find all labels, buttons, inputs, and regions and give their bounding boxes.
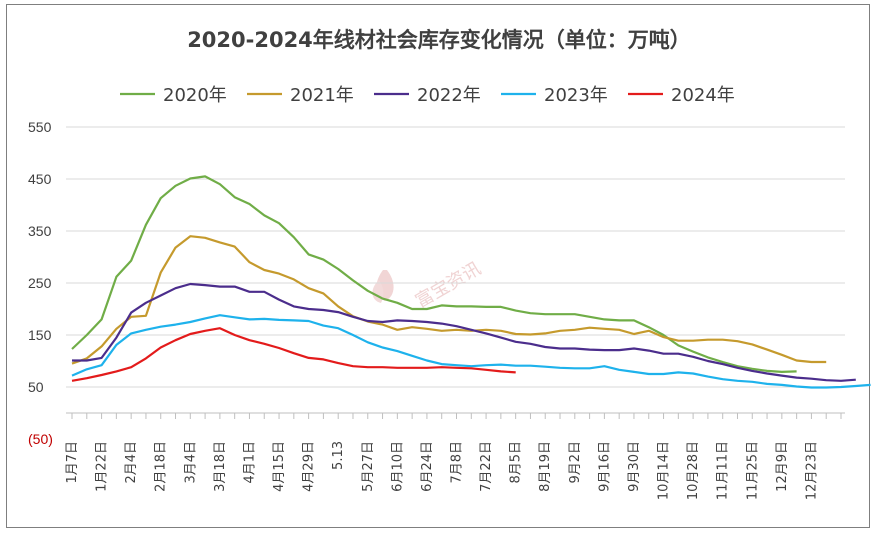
legend-label: 2024年 bbox=[671, 85, 735, 106]
legend-item: 2020年 bbox=[120, 85, 227, 106]
y-tick-label: (50) bbox=[28, 431, 53, 447]
chart-svg: 2020-2024年线材社会库存变化情况（单位：万吨） 富宝资讯 550 450 3… bbox=[28, 28, 871, 500]
legend-label: 2023年 bbox=[544, 85, 608, 106]
x-tick-label: 3月4日 bbox=[183, 441, 198, 484]
x-tick-label: 12月23日 bbox=[804, 441, 819, 500]
x-tick-label: 4月29日 bbox=[302, 441, 317, 492]
y-tick-label: 550 bbox=[28, 119, 52, 135]
legend-label: 2022年 bbox=[417, 85, 481, 106]
y-tick-label: 350 bbox=[28, 223, 52, 239]
x-tick-label: 4月15日 bbox=[272, 441, 287, 492]
x-tick-label: 11月11日 bbox=[716, 441, 731, 500]
x-tick-label: 6月24日 bbox=[420, 441, 435, 492]
watermark: 富宝资讯 bbox=[372, 258, 485, 312]
x-tick-label: 7月22日 bbox=[479, 441, 494, 492]
series-line-1 bbox=[71, 175, 797, 373]
watermark-text: 富宝资讯 bbox=[412, 258, 485, 312]
x-tick-label: 9月16日 bbox=[597, 441, 612, 492]
series-line-5 bbox=[71, 327, 516, 382]
y-tick-label: 150 bbox=[28, 327, 52, 343]
x-tick-label: 10月14日 bbox=[657, 441, 672, 500]
x-tick-label: 5月27日 bbox=[361, 441, 376, 492]
x-tick-label: 9月2日 bbox=[568, 441, 583, 484]
chart-frame: 2020-2024年线材社会库存变化情况（单位：万吨） 富宝资讯 550 450 3… bbox=[6, 4, 871, 528]
x-axis: 1月7日 1月22日 2月4日 2月18日 3月4日 3月18日 4月1日 4月15日 4月29… bbox=[65, 412, 845, 500]
legend-label: 2021年 bbox=[290, 85, 354, 106]
x-tick-label: 9月30日 bbox=[627, 441, 642, 492]
x-tick-label: 8月19日 bbox=[538, 441, 553, 492]
series-line-4 bbox=[71, 314, 871, 389]
y-tick-label: 250 bbox=[28, 275, 52, 291]
y-tick-label: 450 bbox=[28, 171, 52, 187]
x-tick-label: 3月18日 bbox=[213, 441, 228, 492]
legend-item: 2021年 bbox=[247, 85, 354, 106]
chart-title: 2020-2024年线材社会库存变化情况（单位：万吨） bbox=[187, 28, 691, 52]
x-tick-label: 7月8日 bbox=[450, 441, 465, 484]
legend-item: 2022年 bbox=[374, 85, 481, 106]
series-line-2 bbox=[71, 235, 827, 365]
legend-item: 2024年 bbox=[628, 85, 735, 106]
legend-item: 2023年 bbox=[501, 85, 608, 106]
gridlines bbox=[66, 126, 845, 388]
x-tick-label: 1月7日 bbox=[65, 441, 80, 484]
x-tick-label: 10月28日 bbox=[686, 441, 701, 500]
series-lines bbox=[71, 175, 871, 389]
legend-label: 2020年 bbox=[163, 85, 227, 106]
x-tick-label: 6月10日 bbox=[390, 441, 405, 492]
x-tick-label: 12月9日 bbox=[775, 441, 790, 492]
legend: 2020年 2021年 2022年 2023年 2024年 bbox=[120, 85, 735, 106]
x-tick-label: 5.13 bbox=[331, 441, 346, 470]
x-tick-label: 8月5日 bbox=[509, 441, 524, 484]
x-tick-label: 11月25日 bbox=[745, 441, 760, 500]
x-tick-label: 2月4日 bbox=[124, 441, 139, 484]
x-tick-label: 2月18日 bbox=[154, 441, 169, 492]
x-tick-label: 1月22日 bbox=[95, 441, 110, 492]
y-tick-label: 50 bbox=[28, 379, 44, 395]
x-tick-label: 4月1日 bbox=[242, 441, 257, 484]
series-line-3 bbox=[72, 282, 856, 382]
y-axis-ticks: 550 450 350 250 150 50 (50) bbox=[28, 119, 53, 447]
